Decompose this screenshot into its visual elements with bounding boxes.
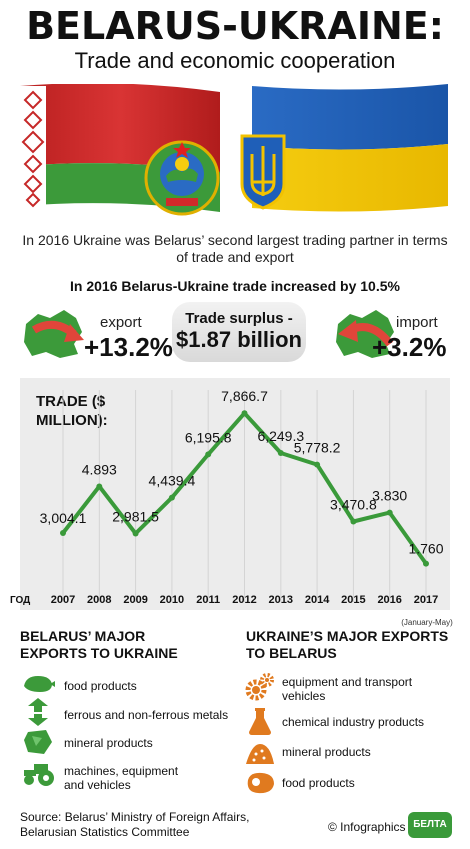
surplus-label: Trade surplus - <box>185 310 293 327</box>
data-point <box>277 450 284 457</box>
ukraine-export-item <box>244 672 274 707</box>
x-tick-label: 2007 <box>50 594 76 606</box>
mineral-icon <box>24 730 52 754</box>
chart-title: TRADE ($ MILLION): <box>36 393 108 429</box>
trade-line-chart: 3,004.1 4.893 2,981.5 4,439.4 6,195.8 7,866.7… <box>40 388 444 602</box>
belarus-map-export-icon <box>24 310 84 358</box>
data-label: 3.830 <box>372 488 407 504</box>
data-label: 4.893 <box>82 461 117 477</box>
source-note: Source: Belarus’ Ministry of Foreign Aff… <box>20 810 250 839</box>
steak-icon <box>247 772 274 794</box>
gears-icon <box>245 673 274 701</box>
x-tick-label: 2009 <box>123 594 148 606</box>
data-label: 4,439.4 <box>149 473 196 489</box>
belarus-exports-heading: BELARUS’ MAJOR EXPORTS TO UKRAINE <box>20 628 178 661</box>
metal-bar-icon <box>28 698 48 726</box>
export-value: +13.2% <box>84 332 173 362</box>
data-point <box>350 518 357 525</box>
minerals-pile-icon <box>246 744 274 764</box>
data-label: 1.760 <box>408 541 443 557</box>
flags-illustration <box>20 84 448 216</box>
ukraine-export-item <box>244 770 276 801</box>
belarus-map-import-icon <box>336 310 394 358</box>
x-tick-label: 2014 <box>304 594 330 606</box>
data-label: 6,249.3 <box>257 428 304 444</box>
data-label: 7,866.7 <box>221 388 268 404</box>
x-note: (January-May) <box>401 618 453 627</box>
flask-icon <box>249 708 271 735</box>
surplus-value: $1.87 billion <box>176 327 302 352</box>
belarus-export-item <box>20 760 58 793</box>
belarus-export-label: machines, equipment and vehicles <box>64 764 179 792</box>
data-label: 2,981.5 <box>112 509 159 525</box>
ukraine-export-label: chemical industry products <box>282 715 425 729</box>
trade-surplus-badge: Trade surplus - $1.87 billion <box>172 302 306 362</box>
chicken-icon <box>24 676 55 692</box>
page-title: BELARUS-UKRAINE: <box>26 4 444 48</box>
tractor-icon <box>24 764 54 786</box>
x-axis-label: ГОД <box>10 595 31 606</box>
data-label: 6,195.8 <box>185 429 232 445</box>
belarus-export-item <box>22 728 54 761</box>
x-tick-label: 2012 <box>232 594 257 606</box>
data-label: 5,778.2 <box>294 440 341 456</box>
belarus-emblem-icon <box>144 140 220 216</box>
intro-text: In 2016 Ukraine was Belarus’ second larg… <box>22 232 448 265</box>
data-point <box>168 494 175 501</box>
belarus-export-label: ferrous and non-ferrous metals <box>64 708 229 722</box>
data-point <box>386 509 393 516</box>
ukraine-trident-icon <box>240 134 286 210</box>
data-point <box>241 410 248 417</box>
belarus-export-item <box>26 698 50 731</box>
ukraine-flag <box>252 84 448 212</box>
belarus-export-label: food products <box>64 679 137 693</box>
ukraine-export-label: food products <box>282 776 355 790</box>
x-tick-label: 2016 <box>377 594 402 606</box>
data-point <box>96 483 103 490</box>
belta-logo: БЕЛТА <box>408 812 452 838</box>
data-point <box>314 461 321 468</box>
x-tick-label: 2015 <box>341 594 366 606</box>
data-point <box>60 529 66 536</box>
import-value: +3.2% <box>372 332 447 362</box>
page-subtitle: Trade and economic cooperation <box>74 48 396 73</box>
data-point <box>423 560 429 567</box>
x-tick-label: 2010 <box>159 594 185 606</box>
ukraine-export-label: mineral products <box>282 745 371 759</box>
data-point <box>132 530 139 537</box>
export-label: export <box>100 314 142 331</box>
import-label: import <box>396 314 438 331</box>
belarus-export-label: mineral products <box>64 736 153 750</box>
x-tick-label: 2008 <box>87 594 112 606</box>
belarus-export-item <box>20 672 56 701</box>
ukraine-exports-heading: UKRAINE’S MAJOR EXPORTS TO BELARUS <box>246 628 449 661</box>
ukraine-export-label: equipment and transport vehicles <box>282 675 413 703</box>
data-label: 3,470.8 <box>330 496 377 512</box>
copyright: © Infographics <box>328 820 406 834</box>
x-tick-label: 2011 <box>196 594 221 606</box>
ukraine-export-item <box>248 708 272 741</box>
data-point <box>205 451 212 458</box>
growth-headline: In 2016 Belarus-Ukraine trade increased … <box>70 278 400 294</box>
x-tick-label: 2017 <box>413 594 439 606</box>
data-label: 3,004.1 <box>40 510 87 526</box>
ukraine-export-item <box>244 740 276 771</box>
x-tick-label: 2013 <box>268 594 294 606</box>
